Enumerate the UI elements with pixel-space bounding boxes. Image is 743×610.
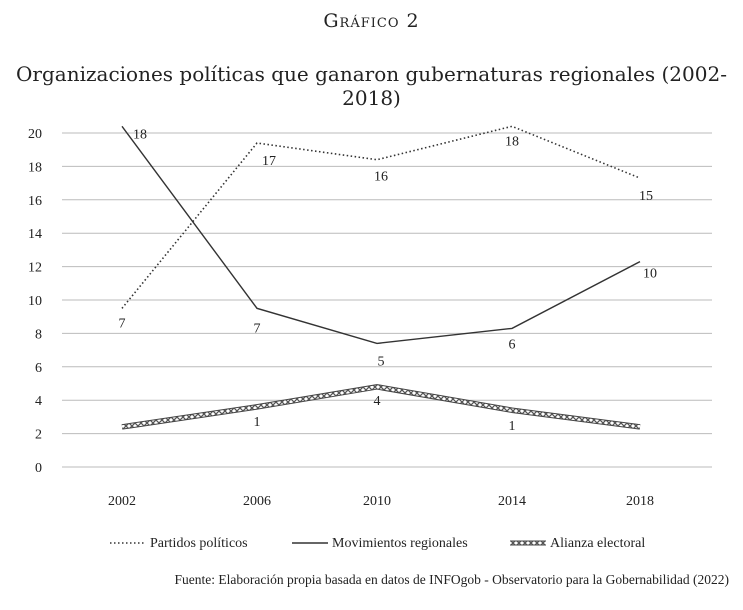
data-label: 4 <box>374 394 381 409</box>
y-tick-label: 12 <box>28 261 42 276</box>
y-tick-label: 10 <box>28 294 42 309</box>
legend-label-partidos-pol-ticos: Partidos políticos <box>150 536 248 551</box>
x-tick-label: 2014 <box>498 494 526 509</box>
data-label: 15 <box>639 189 653 204</box>
data-label: 17 <box>262 154 276 169</box>
data-label: 7 <box>119 316 126 331</box>
data-label: 10 <box>643 267 657 282</box>
legend-label-alianza-electoral: Alianza electoral <box>550 536 645 551</box>
data-label: 7 <box>254 321 261 336</box>
y-tick-label: 6 <box>35 361 42 376</box>
y-tick-label: 18 <box>28 160 42 175</box>
series-line-pattern <box>121 385 641 429</box>
data-label: 6 <box>509 337 516 352</box>
y-tick-label: 4 <box>35 394 42 409</box>
x-tick-label: 2018 <box>626 494 654 509</box>
series-line-partidos-pol-ticos <box>121 125 641 309</box>
y-tick-label: 0 <box>35 461 42 476</box>
y-tick-label: 20 <box>28 127 42 142</box>
x-tick-label: 2010 <box>363 494 391 509</box>
x-tick-label: 2002 <box>108 494 136 509</box>
y-tick-label: 2 <box>35 428 42 443</box>
x-tick-label: 2006 <box>243 494 271 509</box>
legend-label-movimientos-regionales: Movimientos regionales <box>332 536 468 551</box>
series-line-alianza-electoral <box>121 384 641 430</box>
data-label: 1 <box>254 415 261 430</box>
y-tick-label: 16 <box>28 194 42 209</box>
data-label: 16 <box>374 170 388 185</box>
source-note: Fuente: Elaboración propia basada en dat… <box>174 572 729 587</box>
data-label: 5 <box>378 354 385 369</box>
data-label: 18 <box>505 134 519 149</box>
data-label: 1 <box>509 419 516 434</box>
y-tick-label: 14 <box>28 227 42 242</box>
figure-label: Gráfico 2 <box>323 10 420 32</box>
data-label: 18 <box>133 127 147 142</box>
series-line-movimientos-regionales <box>121 125 641 345</box>
chart-title: Organizaciones políticas que ganaron gub… <box>16 62 727 110</box>
y-tick-label: 8 <box>35 327 42 342</box>
